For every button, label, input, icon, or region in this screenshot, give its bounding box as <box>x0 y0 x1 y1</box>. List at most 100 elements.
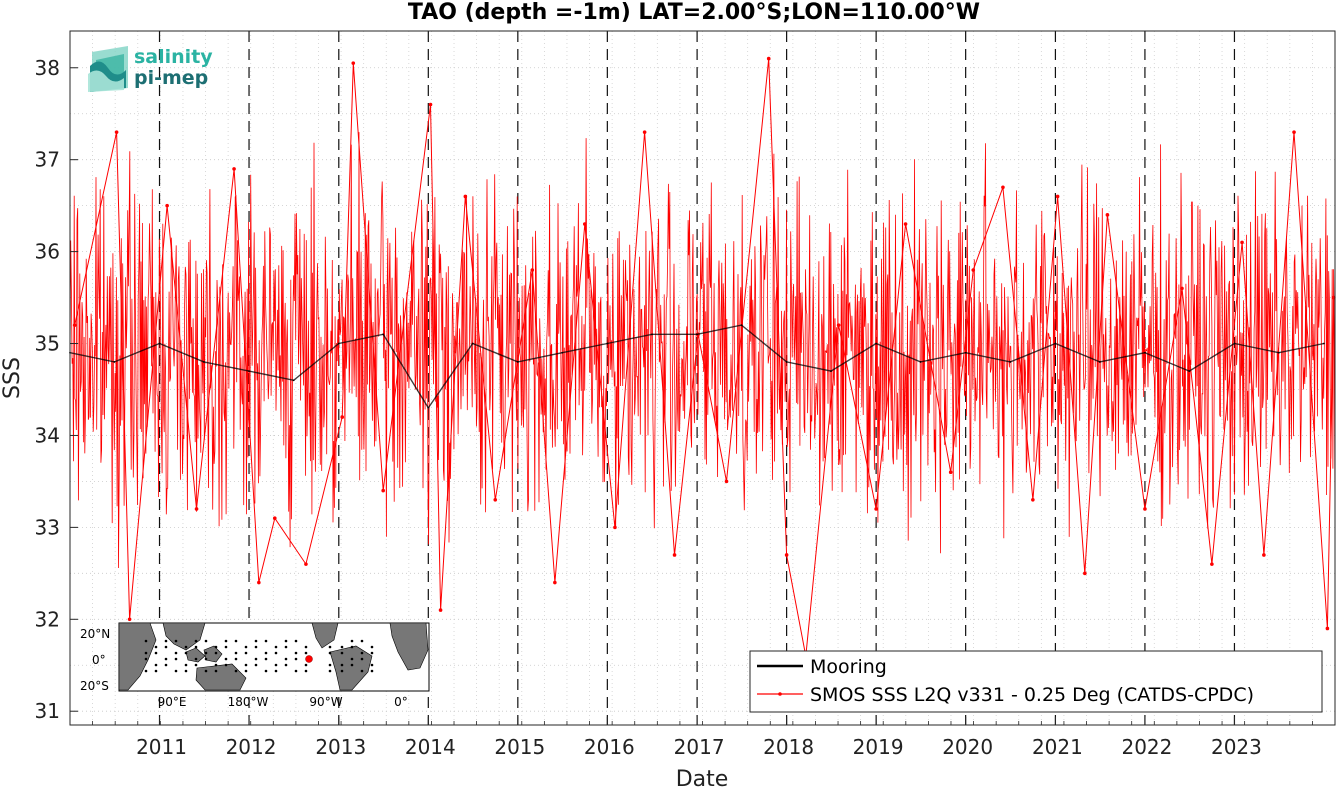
y-tick-label: 31 <box>35 699 60 723</box>
inset-mooring-dot <box>340 645 344 649</box>
smos-point <box>72 323 77 327</box>
inset-lon-label-90e: 90°E <box>158 695 187 709</box>
inset-mooring-dot <box>164 663 168 667</box>
smos-point <box>428 102 433 107</box>
inset-mooring-dot <box>204 669 208 673</box>
smos-point <box>272 516 277 520</box>
mooring-point <box>1009 361 1012 363</box>
smos-point <box>766 56 771 61</box>
inset-mooring-dot <box>174 657 178 661</box>
inset-mooring-dot <box>204 657 208 661</box>
inset-mooring-dot <box>194 645 198 649</box>
x-tick-label: 2016 <box>584 735 635 759</box>
mooring-point <box>964 351 967 354</box>
legend-smos-marker <box>778 692 782 696</box>
inset-mooring-dot <box>244 669 248 673</box>
inset-mooring-dot <box>174 669 178 673</box>
inset-mooring-dot <box>214 651 218 655</box>
inset-lon-label-90w: 90°W <box>309 695 342 709</box>
legend: Mooring SMOS SSS L2Q v331 - 0.25 Deg (CA… <box>749 650 1323 713</box>
smos-point <box>127 617 132 622</box>
smos-point <box>903 222 908 226</box>
inset-lon-label-180w: 180°W <box>228 695 269 709</box>
mooring-point <box>1188 370 1191 373</box>
mooring-point <box>785 361 788 363</box>
mooring-point <box>1054 342 1057 345</box>
inset-mooring-dot <box>264 669 268 673</box>
x-tick-label: 2023 <box>1211 735 1262 759</box>
inset-mooring-dot <box>370 663 374 667</box>
smos-series-texture <box>69 132 1336 569</box>
inset-mooring-dot <box>370 651 374 655</box>
smos-point <box>1210 562 1214 566</box>
inset-mooring-dot <box>214 645 218 649</box>
inset-mooring-dot <box>174 639 178 643</box>
inset-mooring-dot <box>264 639 268 643</box>
mooring-point <box>740 324 743 327</box>
smos-point <box>463 194 468 199</box>
legend-box <box>749 650 1323 713</box>
inset-mooring-dot <box>274 651 278 655</box>
inset-map: 20°N 0° 20°S 90°E 180°W 90°W 0° <box>80 622 430 709</box>
x-tick-label: 2022 <box>1121 735 1172 759</box>
mooring-point <box>830 370 832 373</box>
inset-mooring-dot <box>360 669 364 673</box>
inset-mooring-dot <box>214 669 218 673</box>
inset-mooring-dot <box>174 651 178 655</box>
inset-mooring-dot <box>184 645 188 649</box>
inset-lat-label-equator: 0° <box>92 653 106 667</box>
x-tick-label: 2017 <box>674 735 725 759</box>
inset-mooring-dot <box>244 645 248 649</box>
inset-mooring-dot <box>154 663 158 667</box>
mooring-point <box>1098 361 1101 363</box>
inset-mooring-dot <box>144 669 148 673</box>
inset-mooring-dot <box>264 651 268 655</box>
mooring-point <box>875 342 878 345</box>
smos-point <box>1055 194 1060 199</box>
inset-mooring-dot <box>234 657 238 661</box>
smos-point <box>438 608 443 612</box>
x-tick-label: 2020 <box>942 735 993 759</box>
x-axis-label: Date <box>676 767 729 790</box>
inset-mooring-dot <box>214 663 218 667</box>
smos-point <box>1180 286 1184 291</box>
smos-point <box>553 580 557 585</box>
inset-mooring-dot <box>224 639 228 643</box>
smos-point <box>672 553 677 557</box>
inset-mooring-dot <box>304 663 308 667</box>
smos-point <box>1031 497 1035 502</box>
y-tick-label: 33 <box>35 515 60 539</box>
mooring-point <box>113 361 116 363</box>
inset-mooring-dot <box>154 645 158 649</box>
y-tick-label: 34 <box>35 423 60 447</box>
inset-mooring-dot <box>254 657 258 661</box>
smos-point <box>194 507 199 511</box>
y-tick-label: 35 <box>35 332 60 356</box>
logo-line1: salinity <box>134 46 213 68</box>
smos-point <box>1083 571 1087 576</box>
x-tick-label: 2015 <box>494 735 545 759</box>
legend-smos-label: SMOS SSS L2Q v331 - 0.25 Deg (CATDS-CPDC… <box>810 684 1254 706</box>
inset-lat-label-north: 20°N <box>80 627 110 641</box>
inset-selected-mooring-marker <box>305 655 313 663</box>
inset-mooring-dot <box>204 639 208 643</box>
inset-mooring-dot <box>350 663 354 667</box>
inset-mooring-dot <box>224 657 228 661</box>
inset-mooring-dot <box>154 669 158 673</box>
inset-mooring-dot <box>234 669 238 673</box>
inset-mooring-dot <box>244 651 248 655</box>
mooring-point <box>651 333 653 336</box>
inset-mooring-dot <box>304 645 308 649</box>
inset-mooring-dot <box>350 657 354 661</box>
x-tick-label: 2021 <box>1032 735 1083 759</box>
inset-mooring-dot <box>224 663 228 667</box>
smos-point <box>530 268 535 272</box>
inset-mooring-dot <box>284 639 288 643</box>
smos-point <box>381 488 385 493</box>
inset-mooring-dot <box>328 669 332 673</box>
y-tick-label: 32 <box>35 607 60 631</box>
inset-mooring-dot <box>184 663 188 667</box>
smos-point <box>971 268 976 272</box>
x-axis: 2011 2012 2013 2014 2015 2016 2017 2018 2019 2020… <box>69 717 1336 759</box>
